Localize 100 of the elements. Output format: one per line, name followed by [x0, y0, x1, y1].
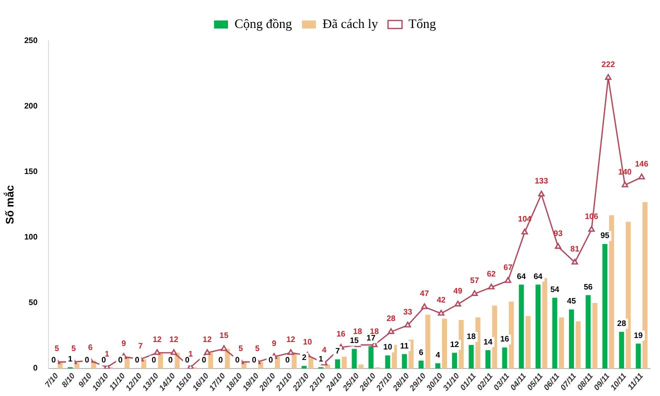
bar [368, 346, 374, 368]
data-label: 64 [516, 272, 526, 281]
point [638, 174, 645, 180]
data-label: 0 [285, 356, 290, 365]
data-label: 12 [169, 334, 179, 344]
data-label: 12 [450, 340, 460, 349]
bar [508, 302, 514, 368]
y-tick-label: 150 [24, 167, 38, 176]
data-label: 28 [617, 319, 627, 328]
point [588, 226, 595, 232]
bar [425, 314, 430, 368]
data-label: 6 [418, 348, 424, 357]
data-label: 133 [534, 176, 549, 186]
data-label: 0 [202, 356, 207, 365]
y-tick-label: 0 [33, 364, 38, 373]
data-label: 45 [567, 296, 576, 306]
data-label: 4 [436, 350, 441, 360]
point [204, 349, 211, 355]
data-label: 28 [386, 314, 396, 324]
y-tick-label: 250 [24, 36, 38, 46]
y-tick-label: 50 [28, 298, 38, 308]
bar [502, 348, 508, 368]
bar [576, 321, 581, 368]
bar [302, 366, 307, 368]
data-label: 19 [634, 330, 644, 340]
data-label: 1 [104, 349, 110, 358]
bar [626, 222, 631, 368]
data-label: 95 [600, 231, 610, 240]
point [504, 277, 512, 283]
bar [526, 316, 531, 368]
point [521, 228, 528, 234]
data-label: 12 [152, 334, 162, 344]
data-label: 0 [184, 356, 190, 365]
point [622, 181, 628, 188]
data-label: 12 [286, 334, 296, 344]
point [154, 349, 160, 355]
bar [518, 284, 524, 368]
data-label: 146 [634, 159, 649, 168]
point [170, 349, 178, 355]
bar [342, 356, 347, 368]
bar [536, 284, 541, 368]
bar [208, 352, 214, 368]
bar [636, 344, 641, 368]
point [454, 300, 462, 306]
bar [485, 350, 490, 368]
data-label: 10 [383, 342, 393, 352]
point [438, 310, 444, 316]
data-label: 81 [570, 244, 580, 254]
data-label: 47 [420, 289, 430, 298]
bar [74, 363, 80, 368]
data-label: 0 [152, 356, 157, 365]
data-label: 18 [353, 327, 363, 336]
bar [385, 355, 390, 368]
data-label: 0 [218, 356, 224, 365]
data-label: 2 [302, 353, 307, 362]
data-label: 0 [168, 356, 174, 365]
bar [552, 298, 558, 368]
bar [568, 310, 574, 368]
bar [435, 363, 440, 368]
data-label: 5 [238, 344, 244, 354]
data-label: 1 [188, 349, 194, 358]
data-label: 5 [54, 344, 60, 354]
data-label: 11 [400, 341, 410, 350]
bar [542, 278, 548, 368]
point [471, 290, 478, 296]
bar [358, 364, 364, 368]
data-label: 64 [534, 272, 544, 281]
data-label: 54 [550, 284, 560, 294]
legend-label: Đã cách ly [322, 16, 379, 31]
data-label: 93 [554, 228, 564, 238]
point [538, 190, 545, 196]
data-label: 62 [486, 269, 496, 278]
y-tick-label: 100 [24, 232, 38, 242]
data-label: 15 [350, 336, 360, 346]
legend-label: Cộng đồng [234, 16, 292, 31]
legend-label: Tổng [408, 16, 436, 31]
data-label: 12 [202, 334, 212, 344]
bar [418, 360, 424, 368]
point [604, 74, 612, 80]
data-label: 0 [101, 356, 106, 365]
bar [352, 348, 357, 368]
y-axis-title: Số mắc [4, 185, 17, 224]
data-label: 9 [272, 338, 277, 348]
point [421, 303, 428, 310]
bar [402, 354, 407, 368]
bar [475, 317, 480, 368]
bar [586, 295, 591, 368]
data-label: 18 [466, 332, 476, 342]
data-label: 17 [366, 333, 376, 342]
bar [592, 302, 598, 368]
data-label: 1 [318, 354, 324, 364]
data-label: 7 [138, 342, 144, 351]
bar [452, 352, 458, 368]
bar [609, 215, 614, 368]
data-label: 15 [220, 331, 229, 340]
data-label: 6 [88, 342, 94, 352]
point [288, 349, 294, 355]
bar [619, 332, 624, 368]
bar [335, 359, 340, 368]
bar [602, 244, 608, 368]
